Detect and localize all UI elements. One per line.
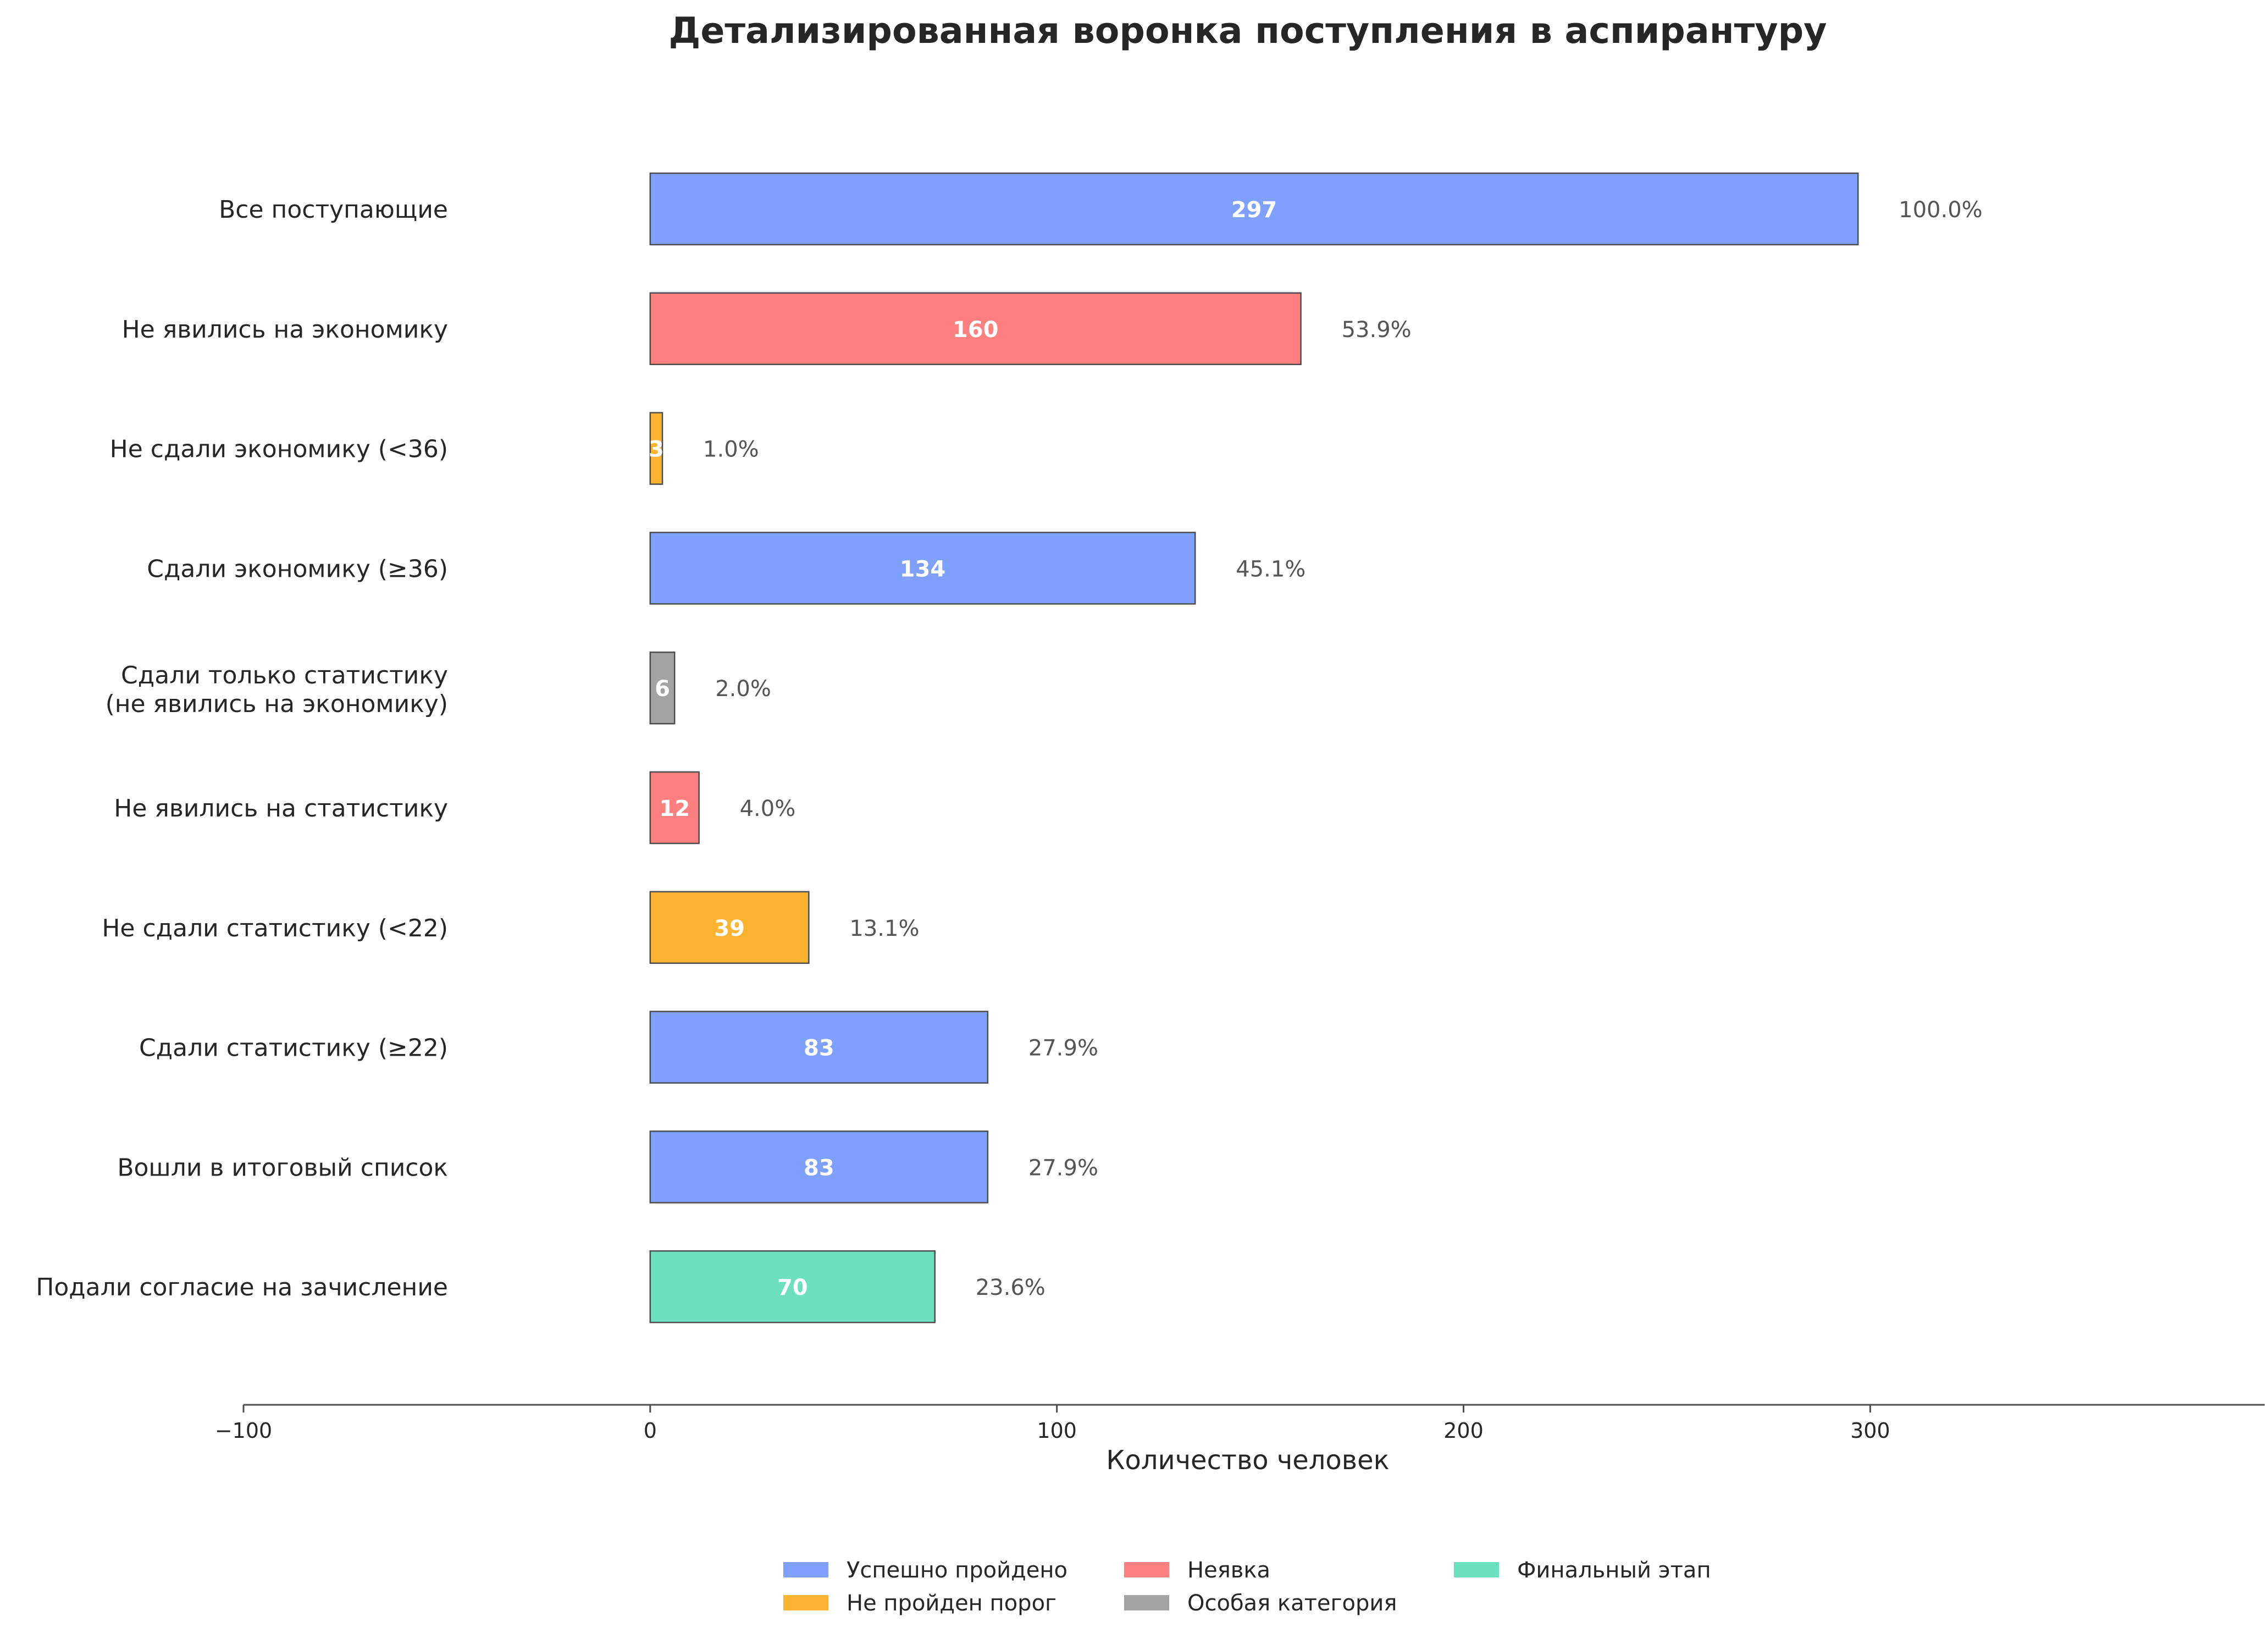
legend-swatch <box>783 1562 828 1577</box>
bar-category-label: Не явились на экономику <box>122 316 448 344</box>
bar-category-label: Сдали экономику (≥36) <box>147 555 448 583</box>
bar <box>649 1130 989 1204</box>
legend-item: Неявка <box>1124 1558 1270 1583</box>
bar <box>649 891 810 964</box>
bar-value-label: 83 <box>804 1155 834 1180</box>
bar-row: Сдали статистику (≥22) 83 27.9% <box>139 1011 1098 1084</box>
bar-category-label: Не сдали экономику (<36) <box>110 435 448 464</box>
bar-percent-label: 53.9% <box>1342 317 1412 343</box>
bar-row: Вошли в итоговый список 83 27.9% <box>117 1130 1098 1204</box>
legend-item: Успешно пройдено <box>783 1558 1067 1583</box>
bar <box>649 771 700 845</box>
bar-row: Сдали экономику (≥36) 134 45.1% <box>147 532 1306 605</box>
bar-row: Не явились на статистику 12 4.0% <box>114 771 796 845</box>
bar-value-label: 134 <box>900 556 946 582</box>
bars-layer: Все поступающие 297 100.0% Не явились на эк… <box>36 172 1983 1323</box>
legend-label: Особая категория <box>1187 1591 1397 1616</box>
bar-percent-label: 1.0% <box>703 437 759 462</box>
legend-swatch <box>1124 1595 1169 1610</box>
bar-value-label: 70 <box>777 1275 808 1300</box>
legend-label: Неявка <box>1187 1558 1270 1583</box>
bar <box>649 532 1196 605</box>
bar-category-label: Не сдали статистику (<22) <box>102 914 448 942</box>
bar <box>649 1011 989 1084</box>
bar <box>649 292 1302 366</box>
bar-value-label: 160 <box>953 317 999 343</box>
bar-category-label: Подали согласие на зачисление <box>36 1273 448 1301</box>
bar-value-label: 83 <box>804 1036 834 1061</box>
x-axis: −100 0 100 200 300 <box>215 1404 2265 1443</box>
bar-percent-label: 45.1% <box>1236 556 1306 582</box>
legend-label: Успешно пройдено <box>847 1558 1067 1583</box>
bar-category-label: Сдали только статистику <box>121 661 448 689</box>
legend-item: Не пройден порог <box>783 1591 1056 1616</box>
x-tick-label: 100 <box>1037 1419 1077 1443</box>
x-axis-title: Количество человек <box>1106 1445 1389 1476</box>
bar-category-label: Не явились на статистику <box>114 795 448 823</box>
bar-row: Подали согласие на зачисление 70 23.6% <box>36 1250 1046 1323</box>
bar <box>649 412 663 485</box>
bar-value-label: 3 <box>649 437 664 462</box>
bar-percent-label: 4.0% <box>740 796 796 821</box>
legend-label: Не пройден порог <box>847 1591 1056 1616</box>
bar-row: Все поступающие 297 100.0% <box>219 172 1983 246</box>
x-tick-label: −100 <box>215 1419 272 1443</box>
bar-row: Не сдали экономику (<36) 3 1.0% <box>110 412 759 485</box>
bar-category-label: Все поступающие <box>219 196 448 224</box>
bar-row: Не сдали статистику (<22) 39 13.1% <box>102 891 919 964</box>
bar-value-label: 12 <box>659 796 690 821</box>
bar-percent-label: 27.9% <box>1028 1036 1098 1061</box>
legend-label: Финальный этап <box>1517 1558 1711 1583</box>
bar-percent-label: 2.0% <box>715 676 771 702</box>
bar-percent-label: 100.0% <box>1899 197 1983 223</box>
bar-value-label: 297 <box>1231 197 1277 223</box>
bar-category-label: Вошли в итоговый список <box>117 1154 448 1182</box>
bar-percent-label: 23.6% <box>976 1275 1046 1300</box>
bar-value-label: 39 <box>714 916 745 941</box>
x-tick-label: 200 <box>1443 1419 1484 1443</box>
bar-percent-label: 13.1% <box>849 916 919 941</box>
bar-row: Сдали только статистику(не явились на эк… <box>106 651 771 725</box>
bar-category-label: Сдали статистику (≥22) <box>139 1034 448 1062</box>
bar-row: Не явились на экономику 160 53.9% <box>122 292 1412 366</box>
legend-swatch <box>783 1595 828 1610</box>
x-tick-label: 300 <box>1850 1419 1890 1443</box>
bar <box>649 1250 936 1323</box>
legend-swatch <box>1124 1562 1169 1577</box>
bar-percent-label: 27.9% <box>1028 1155 1098 1180</box>
legend-swatch <box>1454 1562 1499 1577</box>
legend-item: Финальный этап <box>1454 1558 1711 1583</box>
bar <box>649 172 1859 246</box>
legend-item: Особая категория <box>1124 1591 1397 1616</box>
legend: Успешно пройдено Не пройден порог Неявка Ос… <box>783 1558 1711 1616</box>
bar-value-label: 6 <box>655 676 670 702</box>
bar-category-label-line2: (не явились на экономику) <box>106 690 448 718</box>
chart-title: Детализированная воронка поступления в а… <box>668 10 1827 52</box>
bar <box>649 651 676 725</box>
x-tick-label: 0 <box>644 1419 657 1443</box>
